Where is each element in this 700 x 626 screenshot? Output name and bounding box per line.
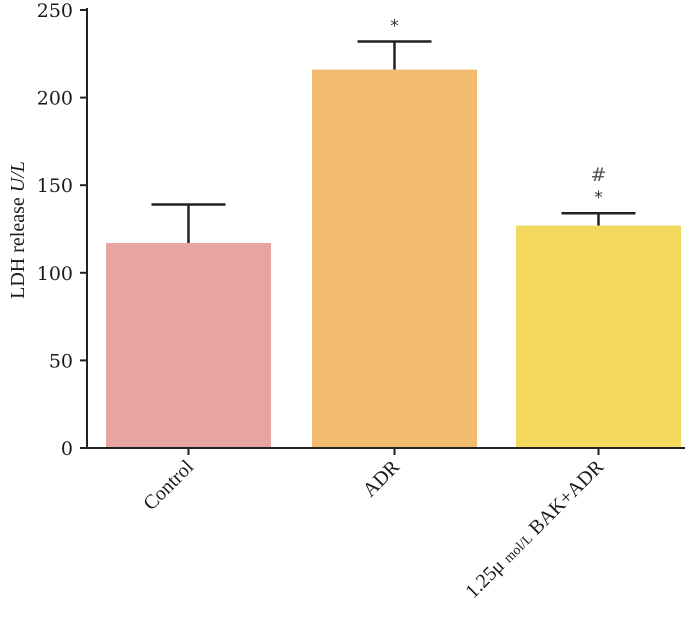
- axes-layer: 0 50 100 150 200 250: [37, 0, 685, 460]
- significance-marker-1-1: *: [594, 188, 603, 208]
- x-category-label-part-2-2: BAK+ADR: [521, 456, 608, 543]
- significance-marker-1-0: #: [591, 164, 607, 186]
- x-category-label-part-1-0: ADR: [359, 456, 405, 502]
- significance-marker-0-0: *: [390, 17, 399, 37]
- x-category-label-0: Control: [139, 456, 198, 515]
- y-tick-label-2: 100: [37, 263, 73, 285]
- bar-0: [106, 243, 271, 448]
- y-tick-label-4: 200: [37, 88, 73, 110]
- bars-layer: [106, 40, 681, 449]
- y-axis-label-unit: U/L: [7, 161, 29, 192]
- bar-2: [516, 225, 681, 448]
- y-tick-label-1: 50: [49, 350, 73, 372]
- y-tick-label-3: 150: [37, 175, 73, 197]
- x-category-label-1: ADR: [359, 456, 405, 502]
- y-tick-label-0: 0: [61, 438, 73, 460]
- bar-1: [312, 69, 477, 449]
- y-axis-label-text: LDH release: [7, 192, 29, 299]
- y-axis-label: LDH release U/L: [7, 161, 29, 299]
- y-tick-label-5: 250: [37, 0, 73, 22]
- x-category-label-2: 1.25μ mol/L BAK+ADR: [461, 456, 608, 603]
- x-category-label-part-0-0: Control: [139, 456, 198, 515]
